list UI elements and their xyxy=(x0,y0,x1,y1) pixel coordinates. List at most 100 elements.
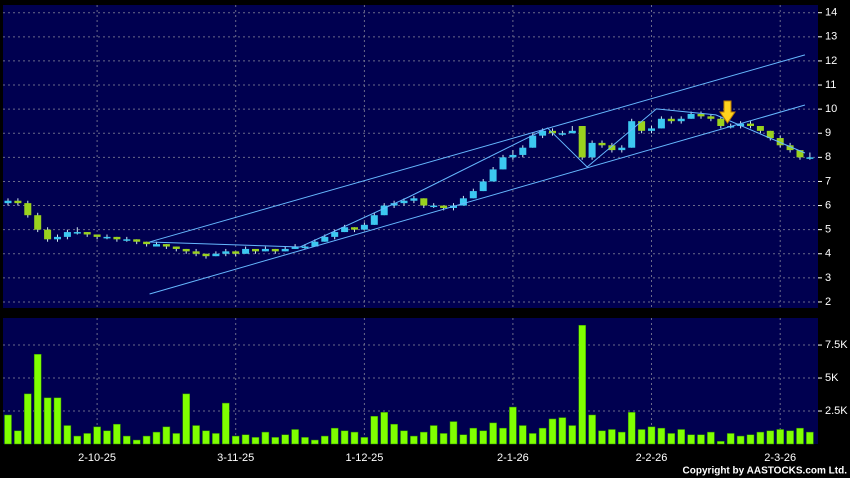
candle-body xyxy=(341,227,349,233)
volume-bar xyxy=(499,427,507,445)
volume-bar xyxy=(24,393,32,445)
volume-bar xyxy=(241,434,250,445)
x-tick-label: 2-1-26 xyxy=(497,452,529,464)
volume-bar xyxy=(14,430,22,445)
candle-body xyxy=(93,234,101,237)
volume-bar xyxy=(330,427,339,445)
volume-bar xyxy=(380,412,388,445)
y-tick-label: 2 xyxy=(825,296,831,308)
volume-bar xyxy=(459,434,468,445)
volume-bar xyxy=(519,425,527,445)
volume-bar xyxy=(113,423,121,445)
volume-bar xyxy=(766,430,775,445)
volume-bar xyxy=(93,426,101,445)
candle-body xyxy=(667,118,675,122)
candle-body xyxy=(143,241,151,245)
candle-body xyxy=(400,200,408,204)
volume-bar xyxy=(212,433,220,445)
candle-body xyxy=(806,157,814,159)
candle-body xyxy=(73,232,81,234)
candle-body xyxy=(558,133,566,135)
volume-bar xyxy=(479,430,487,445)
y-tick-label: 9 xyxy=(825,127,831,139)
candle-body xyxy=(222,251,230,254)
candle-body xyxy=(14,200,22,204)
volume-bar xyxy=(578,325,586,445)
candle-body xyxy=(430,205,438,208)
candle-body xyxy=(737,123,745,127)
signal-arrow xyxy=(719,100,736,124)
x-tick-label: 2-2-26 xyxy=(636,452,668,464)
y-tick-label: 10 xyxy=(825,103,837,115)
candle-body xyxy=(232,251,240,254)
candle-body xyxy=(311,241,319,247)
volume-bar xyxy=(350,431,359,445)
volume-bar xyxy=(558,417,567,445)
volume-bar xyxy=(637,429,646,445)
volume-bar xyxy=(251,437,260,445)
trend-line xyxy=(149,54,806,243)
candle-body xyxy=(351,227,358,230)
volume-bar xyxy=(63,425,72,445)
volume-bar xyxy=(588,414,596,445)
volume-bar xyxy=(439,433,448,445)
volume-bar xyxy=(736,435,745,445)
candle-body xyxy=(489,169,497,182)
volume-bar xyxy=(598,430,606,445)
price-panel xyxy=(3,5,818,308)
volume-bar xyxy=(796,427,804,445)
candle-body xyxy=(608,145,616,151)
volume-bar xyxy=(420,431,428,445)
candle-body xyxy=(252,248,259,252)
candle-body xyxy=(331,232,339,237)
candle-body xyxy=(756,126,764,131)
candle-body xyxy=(638,121,646,131)
candle-body xyxy=(796,150,804,158)
candle-body xyxy=(539,130,547,136)
volume-bar xyxy=(400,430,408,445)
y-tick-label: 14 xyxy=(825,7,837,19)
volume-bar xyxy=(43,397,52,445)
candle-body xyxy=(549,130,556,134)
candle-body xyxy=(261,248,269,252)
volume-bar xyxy=(152,431,161,445)
y-tick-label: 11 xyxy=(825,79,836,91)
candle-body xyxy=(162,244,170,247)
candle-body xyxy=(509,154,517,158)
candle-body xyxy=(24,203,32,216)
candle-body xyxy=(628,121,636,148)
volume-bar xyxy=(132,439,141,445)
candle-body xyxy=(697,113,705,117)
candle-body xyxy=(578,126,586,158)
volume-bar xyxy=(746,434,755,445)
candle-body xyxy=(4,200,12,204)
y-tick-label: 5 xyxy=(825,224,831,236)
volume-bar xyxy=(192,425,200,445)
volume-bar xyxy=(301,437,309,445)
candle-body xyxy=(687,113,695,119)
volume-bar xyxy=(429,425,438,445)
candle-body xyxy=(420,198,428,206)
volume-bar xyxy=(756,431,765,445)
volume-bar xyxy=(73,435,82,445)
candle-body xyxy=(717,118,725,127)
volume-bar xyxy=(469,427,478,445)
volume-bar xyxy=(103,430,111,445)
volume-bar xyxy=(677,429,685,445)
volume-bar xyxy=(142,435,151,445)
volume-bar xyxy=(449,421,458,445)
volume-bar xyxy=(222,402,230,445)
candle-body xyxy=(499,157,507,170)
candle-body xyxy=(34,215,42,230)
candle-body xyxy=(459,198,467,206)
candle-body xyxy=(786,145,794,151)
volume-bar xyxy=(340,430,349,445)
volume-bar xyxy=(489,422,497,445)
volume-bar xyxy=(776,429,784,445)
candle-body xyxy=(291,246,299,249)
trend-line xyxy=(149,104,806,295)
y-tick-label: 6 xyxy=(825,199,831,211)
volume-bar xyxy=(410,435,418,445)
candle-body xyxy=(123,239,131,241)
x-tick-label: 2-10-25 xyxy=(78,452,116,464)
